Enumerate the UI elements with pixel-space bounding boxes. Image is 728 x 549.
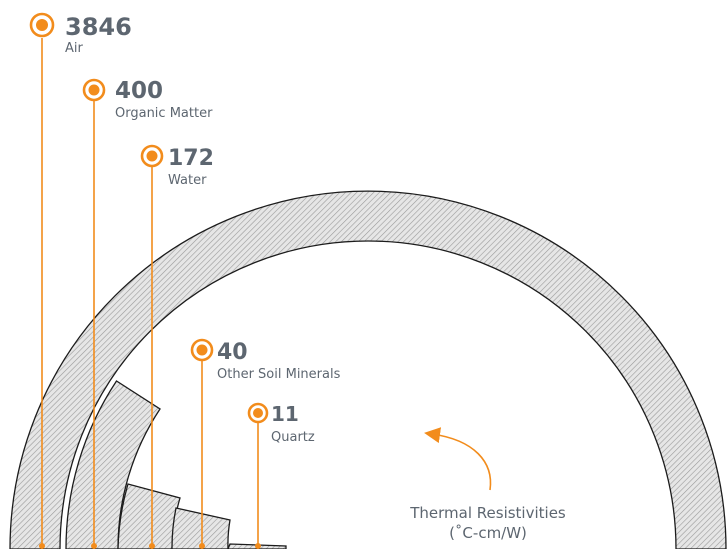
legend-title: Thermal Resistivities — [409, 504, 566, 522]
organic-matter-marker: 400 Organic Matter — [82, 78, 213, 549]
water-ring — [117, 483, 181, 549]
organic-matter-ring — [65, 380, 161, 549]
air-value: 3846 — [65, 13, 132, 41]
quartz-marker: 11 Quartz — [247, 402, 315, 549]
other-soil-minerals-marker: 40 Other Soil Minerals — [190, 338, 341, 549]
organic-matter-label: Organic Matter — [115, 106, 213, 121]
water-label: Water — [168, 173, 207, 188]
other-soil-minerals-value: 40 — [217, 340, 248, 365]
air-marker: 3846 Air — [29, 12, 132, 549]
curved-arrow-icon — [424, 427, 492, 491]
other-soil-minerals-ring — [171, 507, 231, 549]
organic-matter-value: 400 — [115, 78, 163, 104]
other-soil-minerals-label: Other Soil Minerals — [217, 367, 341, 382]
water-value: 172 — [168, 146, 214, 171]
air-label: Air — [65, 41, 84, 56]
quartz-value: 11 — [271, 402, 299, 426]
legend-units: (˚C-cm/W) — [449, 524, 527, 542]
quartz-label: Quartz — [271, 430, 315, 445]
air-ring — [9, 190, 727, 549]
water-marker: 172 Water — [140, 144, 214, 549]
